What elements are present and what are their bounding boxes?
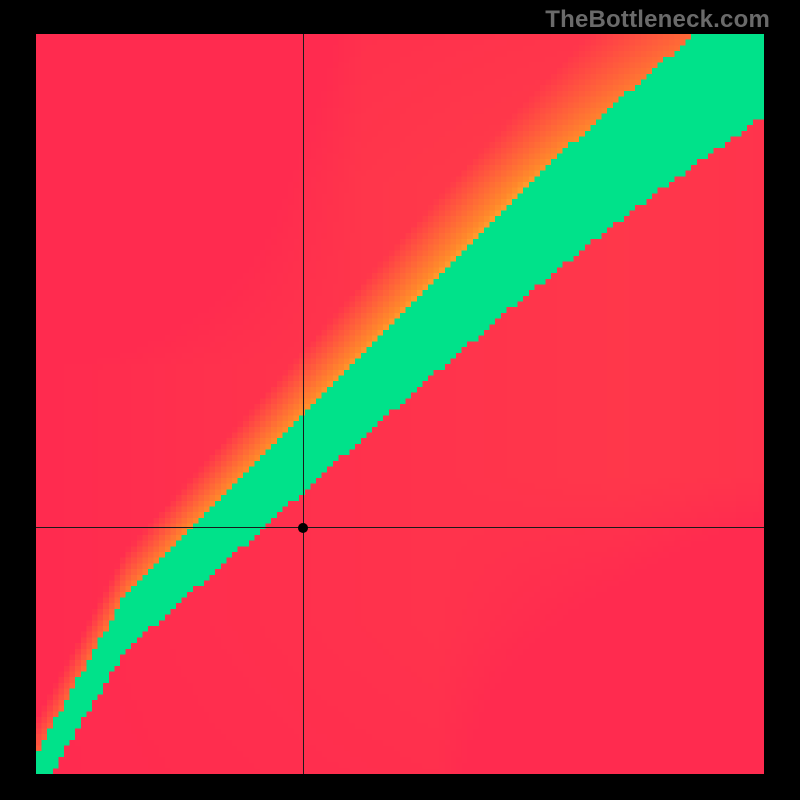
crosshair-marker [296,521,310,535]
crosshair-vertical [303,34,304,774]
bottleneck-heatmap [36,34,764,774]
watermark-label: TheBottleneck.com [545,6,770,34]
crosshair-horizontal [36,527,764,528]
chart-container: TheBottleneck.com [0,0,800,800]
